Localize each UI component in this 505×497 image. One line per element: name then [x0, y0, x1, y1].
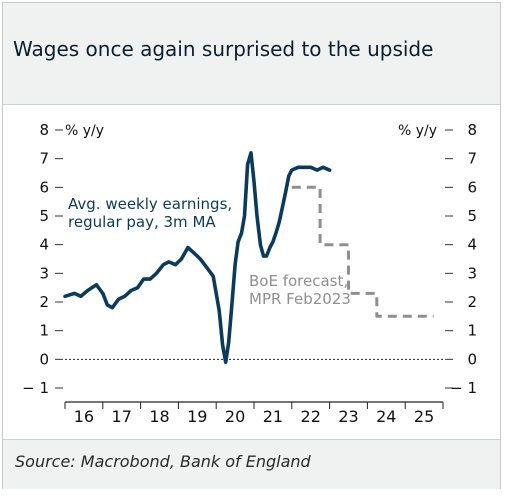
x-tick-label: 19	[187, 407, 207, 426]
boe-forecast-annotation-line: MPR Feb2023	[249, 290, 351, 308]
boe-forecast-series-line	[291, 185, 434, 318]
y-tick-label-right: 8	[467, 121, 477, 139]
x-tick-label: 20	[225, 407, 245, 426]
right-unit-label: % y/y	[398, 123, 437, 139]
y-tick-label-left: 4	[39, 236, 49, 254]
x-tick-label: 23	[338, 407, 358, 426]
y-tick-label-right: − 1	[450, 379, 477, 397]
x-tick-label: 25	[414, 407, 434, 426]
y-tick-label-right: 1	[467, 322, 477, 340]
chart-title: Wages once again surprised to the upside	[13, 37, 434, 61]
y-tick-label-right: 5	[467, 207, 477, 225]
y-tick-label-right: 0	[467, 350, 477, 368]
x-tick-label: 17	[112, 407, 132, 426]
y-tick-label-left: 6	[39, 178, 49, 196]
y-tick-label-left: 8	[39, 121, 49, 139]
earnings-annotation-line: Avg. weekly earnings,	[68, 195, 232, 213]
source-panel: Source: Macrobond, Bank of England	[3, 439, 500, 489]
y-tick-label-left: 2	[39, 293, 49, 311]
x-tick-label: 22	[301, 407, 321, 426]
earnings-annotation-line: regular pay, 3m MA	[68, 213, 216, 231]
chart-series	[63, 151, 434, 365]
chart-card: Wages once again surprised to the upside…	[2, 2, 501, 489]
chart-labels: − 1− 10 01 12 23 34 45 56 67 78 8% y/y% y/y16 17 18…	[22, 121, 477, 426]
source-note: Source: Macrobond, Bank of England	[15, 452, 311, 471]
y-tick-label-right: 4	[467, 236, 477, 254]
x-tick-label: 24	[376, 407, 396, 426]
y-tick-label-right: 7	[467, 150, 477, 168]
y-tick-label-left: − 1	[22, 379, 49, 397]
chart-axes	[55, 129, 453, 409]
line-chart: − 1− 10 01 12 23 34 45 56 67 78 8% y/y% y/y16 17 18…	[22, 121, 477, 426]
x-tick-label: 18	[149, 407, 169, 426]
y-tick-label-left: 1	[39, 322, 49, 340]
y-tick-label-right: 3	[467, 264, 477, 282]
y-tick-label-right: 6	[467, 178, 477, 196]
left-unit-label: % y/y	[65, 123, 104, 139]
y-tick-label-left: 3	[39, 264, 49, 282]
boe-forecast-annotation: BoE forecast, MPR Feb2023	[249, 272, 351, 308]
title-panel: Wages once again surprised to the upside	[3, 3, 500, 105]
x-tick-label: 16	[74, 407, 94, 426]
x-tick-label: 21	[263, 407, 283, 426]
y-tick-label-left: 7	[39, 150, 49, 168]
y-tick-label-right: 2	[467, 293, 477, 311]
chart-area: − 1− 1 0 0 1 1 2 2 3 3 4 4 5 5 6 6 7 7 8 8% y/y% y/y 16 17 18…	[3, 105, 500, 439]
boe-forecast-annotation-line: BoE forecast,	[249, 272, 348, 290]
earnings-series-line	[63, 151, 332, 365]
y-tick-label-left: 0	[39, 350, 49, 368]
earnings-annotation: Avg. weekly earnings, regular pay, 3m MA	[68, 195, 232, 231]
y-tick-label-left: 5	[39, 207, 49, 225]
